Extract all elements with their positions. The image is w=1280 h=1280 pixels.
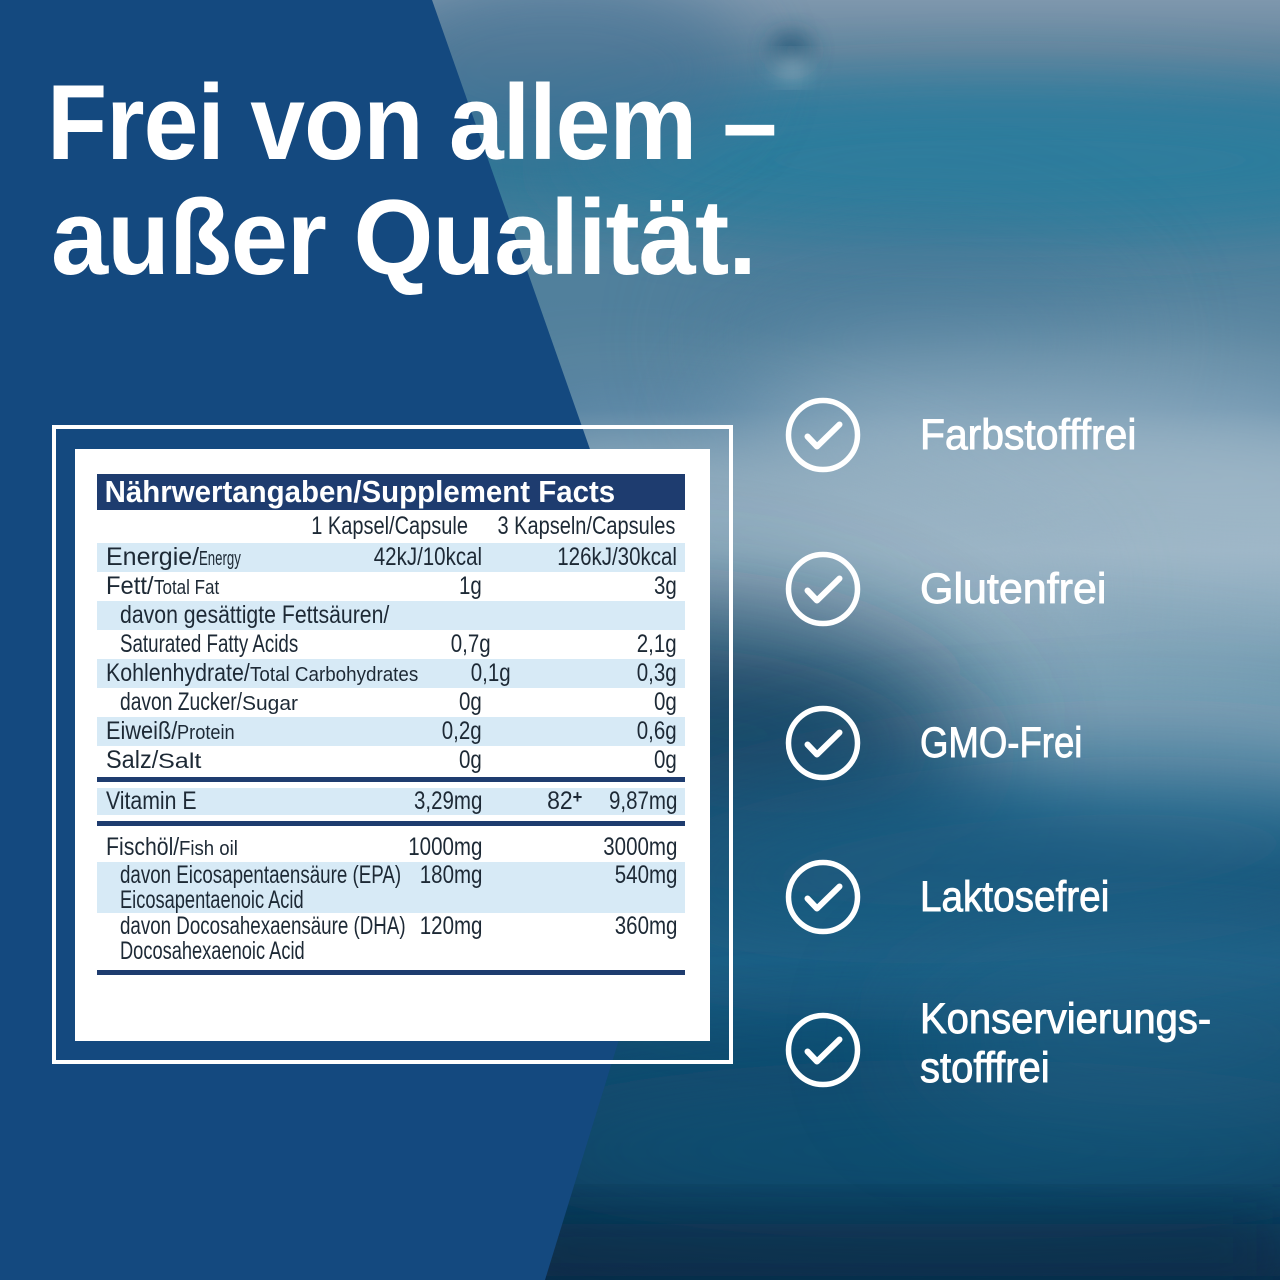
row-value-per-3-capsules: 0g [654,688,677,716]
row-value-per-3-capsules: 540mg [614,861,677,889]
row-value-per-1-capsule: 120mg [419,912,482,940]
table-row: davon Eicosapentaensäure (EPA) Eicosapent… [97,862,685,913]
table-separator [97,777,685,782]
row-value-per-3-capsules: 2,1g [637,630,677,658]
panel-outline [52,425,733,1064]
claim-label: Konservierungs- stofffrei [920,995,1212,1093]
table-separator [97,821,685,826]
table-row: Eiweiß/Protein 0,2g 0,6g [97,717,685,746]
check-circle-icon [785,1012,861,1088]
row-label: Saturated Fatty Acids [120,630,299,658]
row-label: Eiweiß/Protein [106,717,235,745]
row-value-per-1-capsule: 1000mg [407,833,482,861]
table-title: Nährwertangaben/Supplement Facts [104,474,616,509]
headline-line1: Frei von allem – [47,62,777,182]
row-value-per-1-capsule: 0,7g [450,630,491,658]
headline-line2: außer Qualität. [51,177,757,297]
table-separator [97,970,685,975]
row-value-per-1-capsule: 180mg [419,861,482,889]
claim-item: Laktosefrei [785,859,1130,935]
claim-label: Farbstofffrei [920,410,1137,459]
table-row: davon Zucker/Sugar 0g 0g [97,688,685,717]
row-value-per-1-capsule: 0,2g [442,717,482,745]
row-label: davon Eicosapentaensäure (EPA) Eicosapent… [120,861,402,914]
row-label: Fischöl/Fish oil [106,833,239,861]
table-row: Vitamin E 3,29mg 9,87mg 82+ [97,788,685,815]
claim-item: Glutenfrei [785,551,1107,627]
table-column-headers: 1 Kapsel/Capsule 3 Kapseln/Capsules [97,510,685,543]
column-header-3-capsules: 3 Kapseln/Capsules [497,512,675,540]
table-row: Kohlenhydrate/Total Carbohydrates 0,1g 0,3… [97,659,685,688]
row-label: Fett/Total Fat [106,572,219,600]
claim-item: GMO-Frei [785,705,1111,781]
claim-label: GMO-Frei [920,718,1083,767]
row-value-per-3-capsules: 3000mg [602,833,677,861]
table-row: Salz/Salt 0g 0g [97,746,685,775]
check-circle-icon [785,397,861,473]
supplement-facts-panel: Nährwertangaben/Supplement Facts 1 Kapse… [75,449,710,1041]
claim-label: Glutenfrei [920,564,1107,613]
row-value-per-3-capsules: 9,87mg [608,787,677,815]
row-value-per-1-capsule: 1g [459,572,482,600]
row-label: davon Zucker/Sugar [120,688,299,716]
row-value-per-3-capsules: 360mg [614,912,677,940]
row-value-per-3-capsules: 3g [654,572,677,600]
row-label: davon Docosahexaensäure (DHA) Docosahexae… [120,912,406,965]
check-circle-icon [785,551,861,627]
row-label: davon gesättigte Fettsäuren/ [120,601,390,629]
row-value-per-1-capsule: 42kJ/10kcal [373,543,482,571]
check-circle-icon [785,705,861,781]
table-row: davon Docosahexaensäure (DHA) Docosahexae… [97,913,685,966]
row-value-per-3-capsules: 126kJ/30kcal [557,543,677,571]
table-row: Energie/Energy 42kJ/10kcal 126kJ/30kcal [97,543,685,572]
check-circle-icon [785,859,861,935]
row-value-per-3-capsules: 0g [654,746,677,774]
table-row: Fischöl/Fish oil 1000mg 3000mg [97,832,685,862]
row-label: Energie/Energy [106,543,241,571]
table-title-bar: Nährwertangaben/Supplement Facts [97,474,685,510]
table-row: davon gesättigte Fettsäuren/ [97,601,685,630]
row-value-per-3-capsules: 0,3g [637,659,677,687]
claim-item: Konservierungs- stofffrei [785,995,1233,1092]
row-value-per-1-capsule: 0g [459,746,482,774]
row-label: Salz/Salt [106,746,202,774]
vitamin-e-footnote-mark: 82+ [546,787,582,815]
row-value-per-1-capsule: 0g [459,688,482,716]
row-value-per-3-capsules: 0,6g [637,717,677,745]
table-row: Saturated Fatty Acids 0,7g 2,1g [97,630,685,659]
row-value-per-1-capsule: 0,1g [470,659,511,687]
table-rows: Energie/Energy 42kJ/10kcal 126kJ/30kcal Fet… [97,543,685,975]
row-label: Kohlenhydrate/Total Carbohydrates [106,659,419,687]
supplement-facts-table: Nährwertangaben/Supplement Facts 1 Kapse… [97,474,685,975]
claim-label: Laktosefrei [920,872,1110,921]
row-value-per-1-capsule: 3,29mg [413,787,482,815]
table-row: Fett/Total Fat 1g 3g [97,572,685,601]
claim-item: Farbstofffrei [785,397,1148,473]
column-header-1-capsule: 1 Kapsel/Capsule [311,512,468,540]
row-label: Vitamin E [106,787,197,815]
